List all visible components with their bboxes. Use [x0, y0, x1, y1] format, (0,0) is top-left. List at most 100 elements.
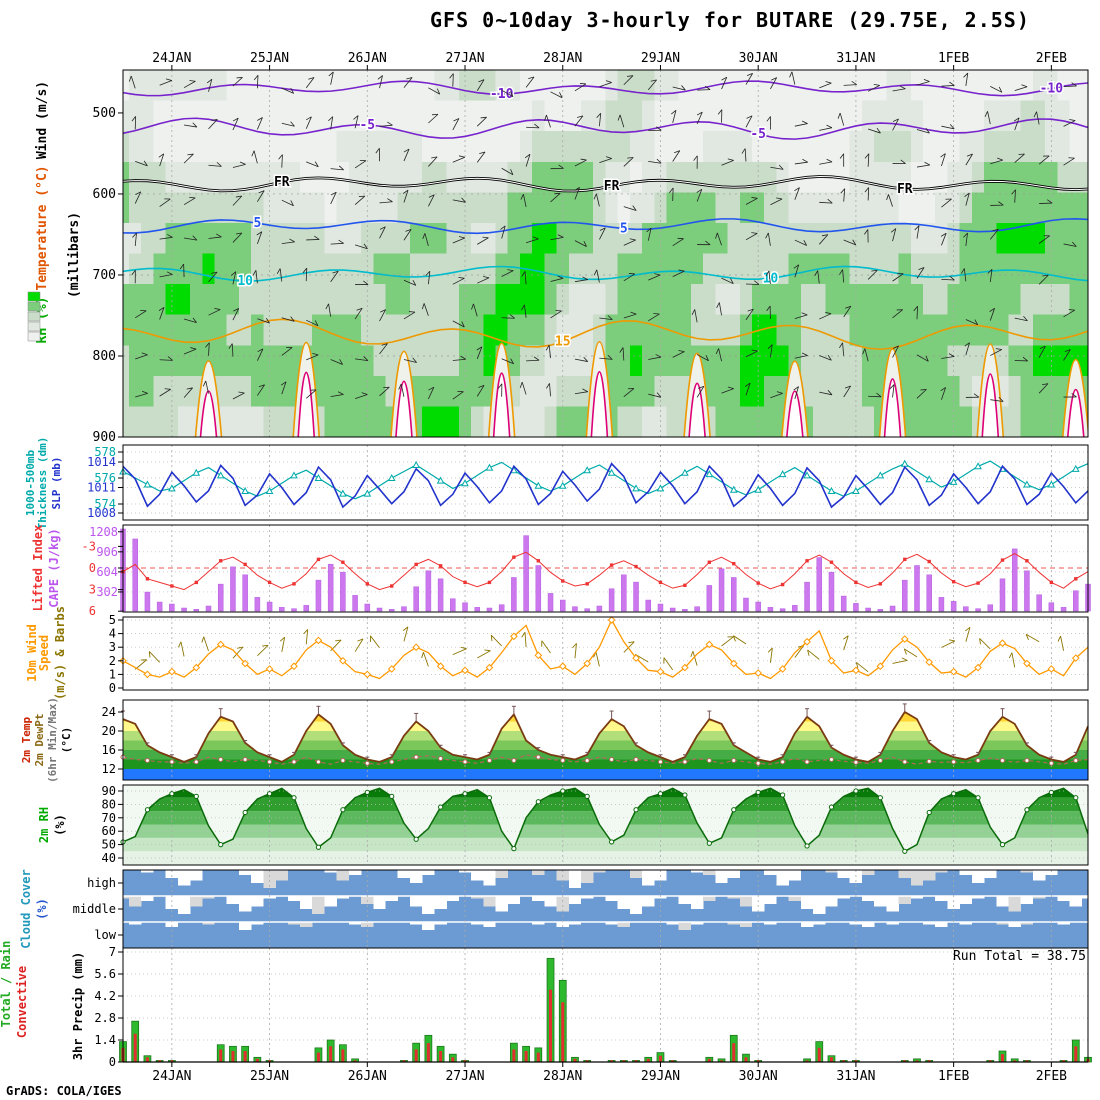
- wind-speed-marker: [534, 651, 543, 660]
- rh-colorbar-swatch: [27, 321, 41, 332]
- cape-bar: [645, 599, 652, 612]
- page-title: GFS 0~10day 3-hourly for BUTARE (29.75E,…: [430, 8, 1030, 32]
- rh-marker: [999, 842, 1006, 848]
- cape-bar: [1060, 607, 1067, 612]
- rh-marker: [1048, 789, 1054, 795]
- cape-bar: [474, 607, 480, 612]
- axis-title: Wind (m/s): [35, 81, 50, 159]
- precip-convective-bar: [610, 1060, 614, 1062]
- li-marker: [927, 559, 931, 564]
- thickness-marker: [314, 473, 323, 481]
- cape-bar: [1011, 548, 1018, 612]
- rh-tick: 50: [102, 838, 116, 852]
- contour-label: 5: [253, 216, 261, 231]
- wind-tick: 4: [109, 627, 116, 641]
- axis-title: 2m DewPt: [33, 714, 46, 767]
- thickness-marker: [436, 476, 445, 484]
- axis-title: (%): [35, 898, 49, 920]
- axis-title: Cloud Cover: [19, 869, 33, 948]
- dewpt-marker: [486, 757, 492, 763]
- rh-marker: [877, 795, 883, 801]
- cape-bar: [975, 608, 981, 612]
- rh-marker: [682, 792, 688, 798]
- day-label-bottom: 29JAN: [641, 1069, 680, 1084]
- wind-speed-marker: [387, 665, 396, 673]
- rh-marker: [951, 791, 957, 797]
- thickness-tick: 576: [94, 471, 116, 485]
- precip-convective-bar: [219, 1049, 223, 1062]
- li-marker: [487, 580, 492, 585]
- rh-marker: [731, 807, 737, 813]
- precip-convective-bar: [451, 1057, 455, 1062]
- li-tick: -3: [82, 539, 96, 553]
- day-label-top: 29JAN: [641, 51, 680, 66]
- li-marker: [780, 582, 785, 587]
- thickness-marker: [290, 471, 298, 479]
- rh-colorbar-swatch: [27, 311, 41, 322]
- rh-marker: [560, 788, 566, 794]
- day-label-top: 30JAN: [739, 51, 778, 66]
- cape-bar: [999, 578, 1006, 612]
- rh-marker: [755, 789, 761, 795]
- rh-marker: [780, 792, 786, 798]
- rh-colorbar-swatch: [27, 301, 41, 312]
- wind-speed-marker: [998, 639, 1007, 647]
- cape-bar: [633, 581, 639, 612]
- thickness-marker: [974, 462, 982, 470]
- axis-title: Speed: [37, 635, 51, 671]
- cape-bar: [279, 607, 285, 612]
- thickness-marker: [143, 480, 152, 488]
- cape-bar: [669, 607, 676, 612]
- cape-bar: [1024, 570, 1030, 612]
- dewpt-marker: [755, 760, 761, 766]
- cape-bar: [193, 609, 200, 612]
- thickness-marker: [632, 484, 640, 492]
- wind-speed-marker: [363, 670, 372, 679]
- rh-marker: [315, 844, 322, 850]
- thickness-marker: [168, 484, 176, 492]
- wind-tick: 3: [109, 640, 116, 654]
- thickness-marker: [241, 486, 249, 494]
- wind-speed-marker: [827, 656, 836, 665]
- cape-bar: [266, 601, 273, 612]
- pressure-tick: 800: [93, 349, 116, 364]
- thickness-marker: [412, 460, 421, 468]
- cape-bar: [547, 593, 554, 612]
- wind-tick: 2: [109, 654, 116, 668]
- contour-label: 5: [620, 222, 628, 237]
- thickness-marker: [681, 468, 689, 476]
- cape-bar: [694, 606, 700, 612]
- precip-convective-bar: [561, 1002, 565, 1062]
- wind-tick: 0: [109, 681, 116, 695]
- li-marker: [341, 560, 345, 564]
- pressure-tick: 900: [93, 430, 116, 445]
- precip-convective-bar: [829, 1057, 833, 1062]
- contour-label: 15: [555, 335, 571, 350]
- wind-speed-marker: [412, 643, 420, 652]
- dewpt-marker: [731, 757, 737, 763]
- wind-speed-line: [122, 618, 1089, 680]
- cape-bar: [657, 603, 664, 612]
- wind-speed-marker: [485, 663, 494, 672]
- contour-label: -5: [750, 127, 766, 142]
- day-label-top: 31JAN: [836, 51, 875, 66]
- wind-speed-marker: [803, 637, 811, 646]
- axis-title: (%): [53, 814, 67, 836]
- rh-marker: [486, 795, 493, 801]
- dewpt-marker: [999, 757, 1005, 763]
- precip-convective-bar: [414, 1049, 418, 1062]
- pressure-tick: 500: [93, 106, 116, 121]
- cape-bar: [181, 607, 187, 612]
- dewpt-marker: [560, 757, 566, 763]
- precip-convective-bar: [927, 1060, 931, 1062]
- wind-speed-marker: [852, 666, 860, 675]
- li-marker: [903, 557, 907, 562]
- cape-bar: [914, 565, 920, 612]
- cape-bar: [865, 607, 871, 612]
- precip-convective-bar: [329, 1046, 333, 1062]
- precip-convective-bar: [1025, 1060, 1029, 1062]
- dewpt-marker: [242, 757, 248, 762]
- precip-convective-bar: [524, 1051, 528, 1062]
- thickness-marker: [192, 468, 201, 476]
